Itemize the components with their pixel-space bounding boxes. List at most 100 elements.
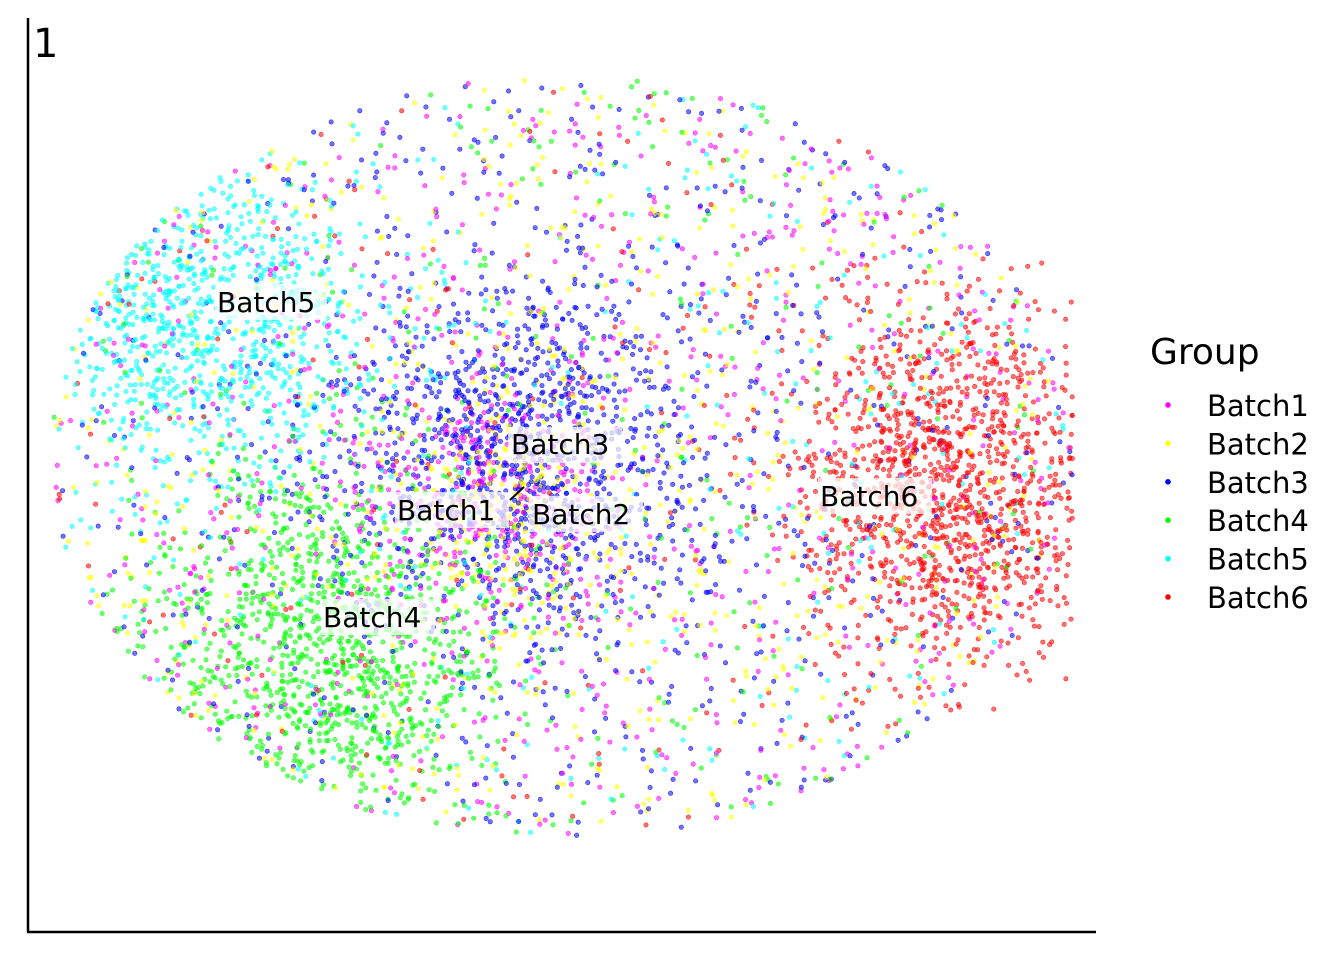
point-batch5 <box>293 272 299 278</box>
point-batch1 <box>950 682 956 688</box>
point-batch4 <box>279 672 285 678</box>
point-batch6 <box>938 373 944 379</box>
point-batch6 <box>550 89 556 95</box>
point-batch3 <box>637 370 643 376</box>
point-batch3 <box>556 608 562 614</box>
point-batch3 <box>373 325 379 331</box>
point-batch6 <box>274 226 280 232</box>
point-batch3 <box>548 538 554 544</box>
point-batch2 <box>338 190 344 196</box>
point-batch3 <box>594 651 600 657</box>
point-batch6 <box>461 816 467 822</box>
point-batch2 <box>290 330 296 336</box>
point-batch5 <box>361 409 367 415</box>
point-batch6 <box>940 492 946 498</box>
point-batch3 <box>487 454 493 460</box>
point-batch6 <box>1021 488 1027 494</box>
point-batch1 <box>714 720 720 726</box>
point-batch5 <box>817 299 823 305</box>
point-batch2 <box>817 738 823 744</box>
point-batch3 <box>392 396 398 402</box>
point-batch6 <box>748 314 754 320</box>
point-batch5 <box>896 400 902 406</box>
point-batch1 <box>351 262 357 268</box>
point-batch5 <box>424 745 430 751</box>
point-batch4 <box>354 766 360 772</box>
point-batch3 <box>826 595 832 601</box>
point-batch3 <box>798 311 804 317</box>
point-batch6 <box>1011 536 1017 542</box>
point-batch5 <box>103 321 109 327</box>
point-batch1 <box>1004 601 1010 607</box>
point-batch3 <box>616 107 622 113</box>
point-batch4 <box>313 628 319 634</box>
point-batch5 <box>99 345 105 351</box>
point-batch2 <box>383 562 389 568</box>
point-batch6 <box>896 327 902 333</box>
point-batch4 <box>254 664 260 670</box>
point-batch1 <box>176 662 182 668</box>
point-batch1 <box>461 180 467 186</box>
point-batch1 <box>946 618 952 624</box>
point-batch6 <box>968 373 974 379</box>
point-batch6 <box>887 598 893 604</box>
point-batch5 <box>635 130 641 136</box>
point-batch2 <box>394 527 400 533</box>
point-batch5 <box>245 172 251 178</box>
point-batch3 <box>570 386 576 392</box>
point-batch6 <box>1039 495 1045 501</box>
point-batch5 <box>503 319 509 325</box>
point-batch1 <box>413 474 419 480</box>
point-batch1 <box>459 222 465 228</box>
point-batch5 <box>684 413 690 419</box>
point-batch4 <box>293 567 299 573</box>
point-batch2 <box>841 249 847 255</box>
point-batch2 <box>795 161 801 167</box>
point-batch6 <box>872 417 878 423</box>
point-batch3 <box>422 448 428 454</box>
point-batch6 <box>911 560 917 566</box>
point-batch4 <box>813 775 819 781</box>
point-batch4 <box>229 486 235 492</box>
point-batch5 <box>208 347 214 353</box>
point-batch6 <box>744 522 750 528</box>
point-batch6 <box>352 187 358 193</box>
point-batch5 <box>198 192 204 198</box>
point-batch1 <box>432 311 438 317</box>
point-batch6 <box>1014 672 1020 678</box>
point-batch3 <box>632 428 638 434</box>
point-batch3 <box>404 355 410 361</box>
point-batch6 <box>147 619 153 625</box>
point-batch3 <box>256 755 262 761</box>
point-batch3 <box>575 819 581 825</box>
point-batch3 <box>582 674 588 680</box>
point-batch4 <box>737 524 743 530</box>
point-batch6 <box>685 814 691 820</box>
point-batch2 <box>710 287 716 293</box>
point-batch4 <box>261 639 267 645</box>
point-batch3 <box>523 658 529 664</box>
point-batch1 <box>602 710 608 716</box>
point-batch2 <box>612 469 618 475</box>
point-batch1 <box>302 325 308 331</box>
point-batch4 <box>314 390 320 396</box>
point-batch3 <box>613 316 619 322</box>
point-batch5 <box>241 345 247 351</box>
point-batch4 <box>485 106 491 112</box>
point-batch4 <box>153 628 159 634</box>
point-batch5 <box>455 229 461 235</box>
point-batch2 <box>641 444 647 450</box>
point-batch4 <box>622 211 628 217</box>
point-batch2 <box>743 668 749 674</box>
point-batch4 <box>139 415 145 421</box>
point-batch6 <box>1032 346 1038 352</box>
point-batch4 <box>1028 546 1034 552</box>
point-batch4 <box>156 570 162 576</box>
point-batch5 <box>159 314 165 320</box>
point-batch4 <box>381 519 387 525</box>
point-batch4 <box>328 505 334 511</box>
point-batch6 <box>876 522 882 528</box>
point-batch6 <box>901 244 907 250</box>
point-batch6 <box>795 455 801 461</box>
point-batch6 <box>955 637 961 643</box>
